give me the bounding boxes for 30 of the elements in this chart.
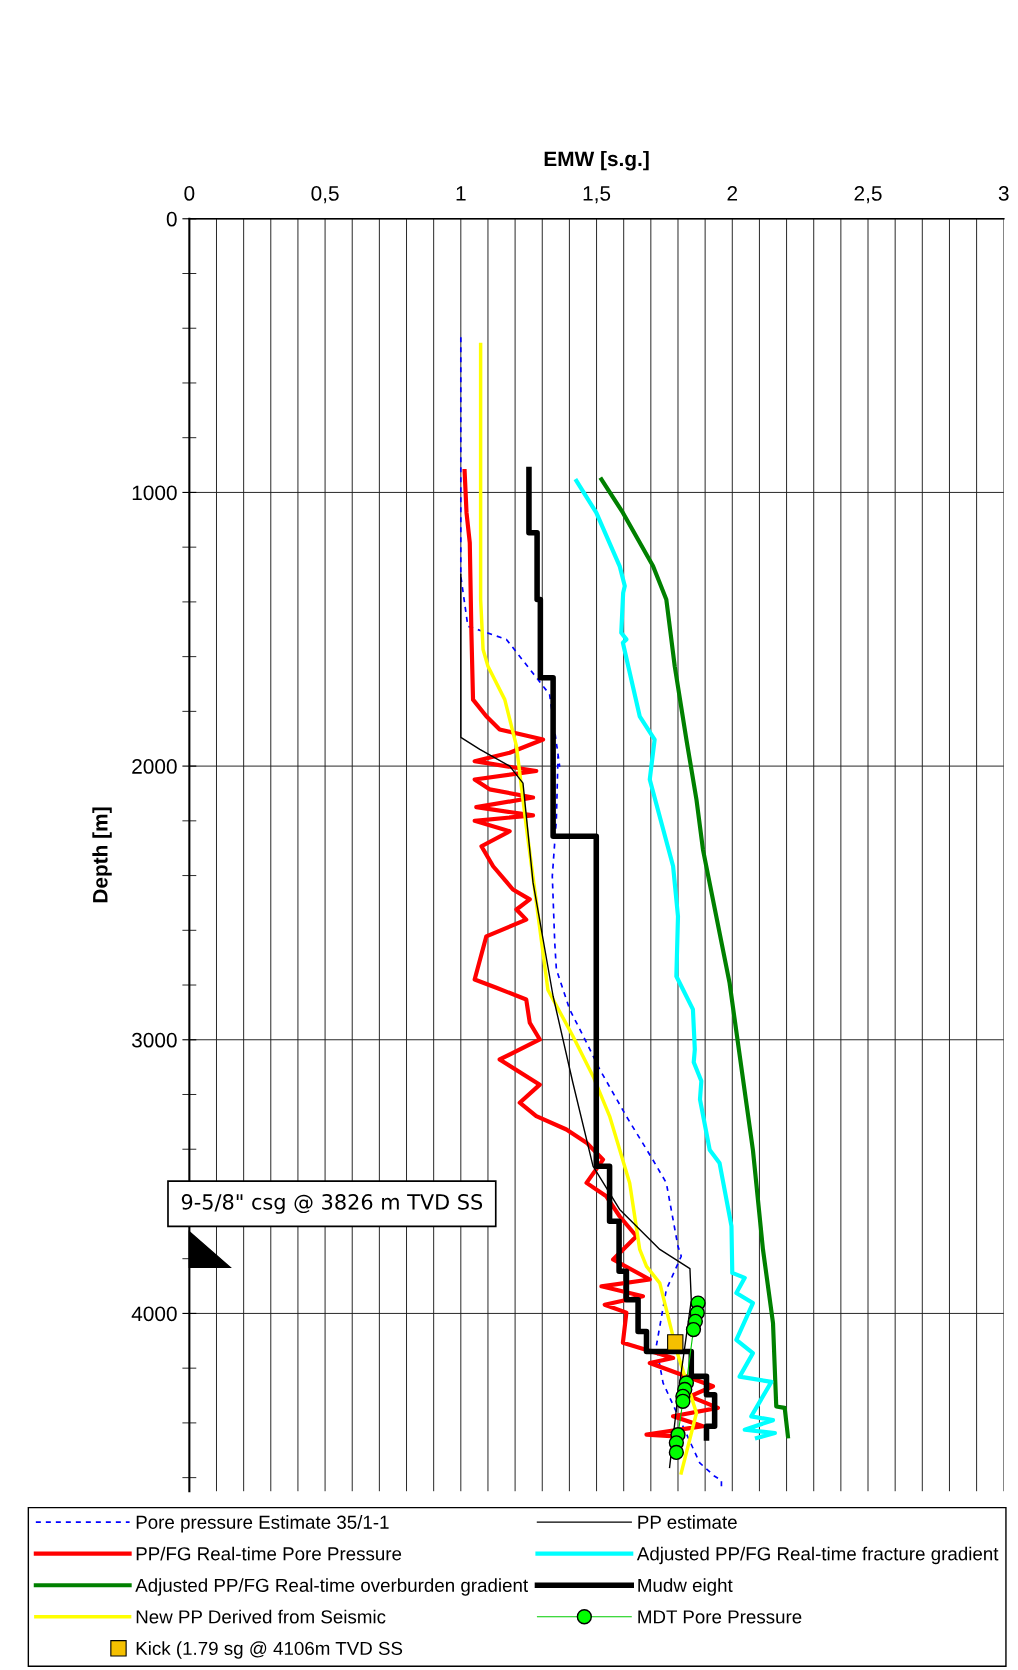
annotation: 9-5/8" csg @ 3826 m TVD SS — [181, 1194, 483, 1214]
y-axis-title: Depth [m] — [92, 807, 112, 903]
legend-label: New PP Derived from Seismic — [136, 1609, 386, 1624]
y-tick-label: 4000 — [131, 1306, 177, 1322]
legend-label: PP/FG Real-time Pore Pressure — [136, 1546, 402, 1561]
x-tick-label: 3 — [998, 186, 1009, 201]
point — [675, 1393, 691, 1409]
legend-label: PP estimate — [638, 1515, 737, 1529]
x-tick-label: 0,5 — [311, 186, 339, 204]
x-tick-label: 2 — [727, 186, 738, 201]
legend-label: Adjusted PP/FG Real-time fracture gradient — [636, 1546, 999, 1565]
y-tick-label: 3000 — [132, 1032, 177, 1048]
line-series — [599, 477, 791, 1439]
y-tick-label: 1000 — [132, 485, 177, 501]
x-tick-label: 2,5 — [854, 186, 882, 204]
y-tick-label: 0 — [166, 211, 177, 227]
legend-label: Kick (1.79 sg @ 4106m TVD SS — [136, 1641, 403, 1659]
legend-label: Adjusted PP/FG Real-time overburden gradient — [135, 1578, 528, 1596]
line-series — [574, 478, 777, 1441]
x-axis-title: EMW [s.g.] — [544, 150, 649, 171]
x-tick-label: 1 — [456, 186, 466, 201]
legend-label: Pore pressure Estimate 35/1-1 — [136, 1515, 389, 1533]
point — [667, 1334, 684, 1351]
point — [685, 1321, 702, 1338]
legend-label: MDT Pore Pressure — [638, 1610, 802, 1624]
y-tick-label: 2000 — [132, 759, 177, 774]
x-tick-label: 0 — [184, 186, 195, 201]
point — [668, 1444, 684, 1461]
x-tick-label: 1,5 — [583, 186, 611, 204]
legend-label: Mudw eight — [638, 1578, 733, 1596]
